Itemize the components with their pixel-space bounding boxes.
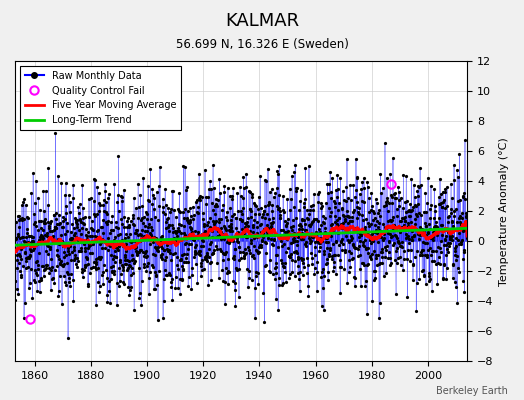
Text: 56.699 N, 16.326 E (Sweden): 56.699 N, 16.326 E (Sweden): [176, 38, 348, 51]
Legend: Raw Monthly Data, Quality Control Fail, Five Year Moving Average, Long-Term Tren: Raw Monthly Data, Quality Control Fail, …: [20, 66, 181, 130]
Text: Berkeley Earth: Berkeley Earth: [436, 386, 508, 396]
Text: KALMAR: KALMAR: [225, 12, 299, 30]
Y-axis label: Temperature Anomaly (°C): Temperature Anomaly (°C): [499, 137, 509, 286]
